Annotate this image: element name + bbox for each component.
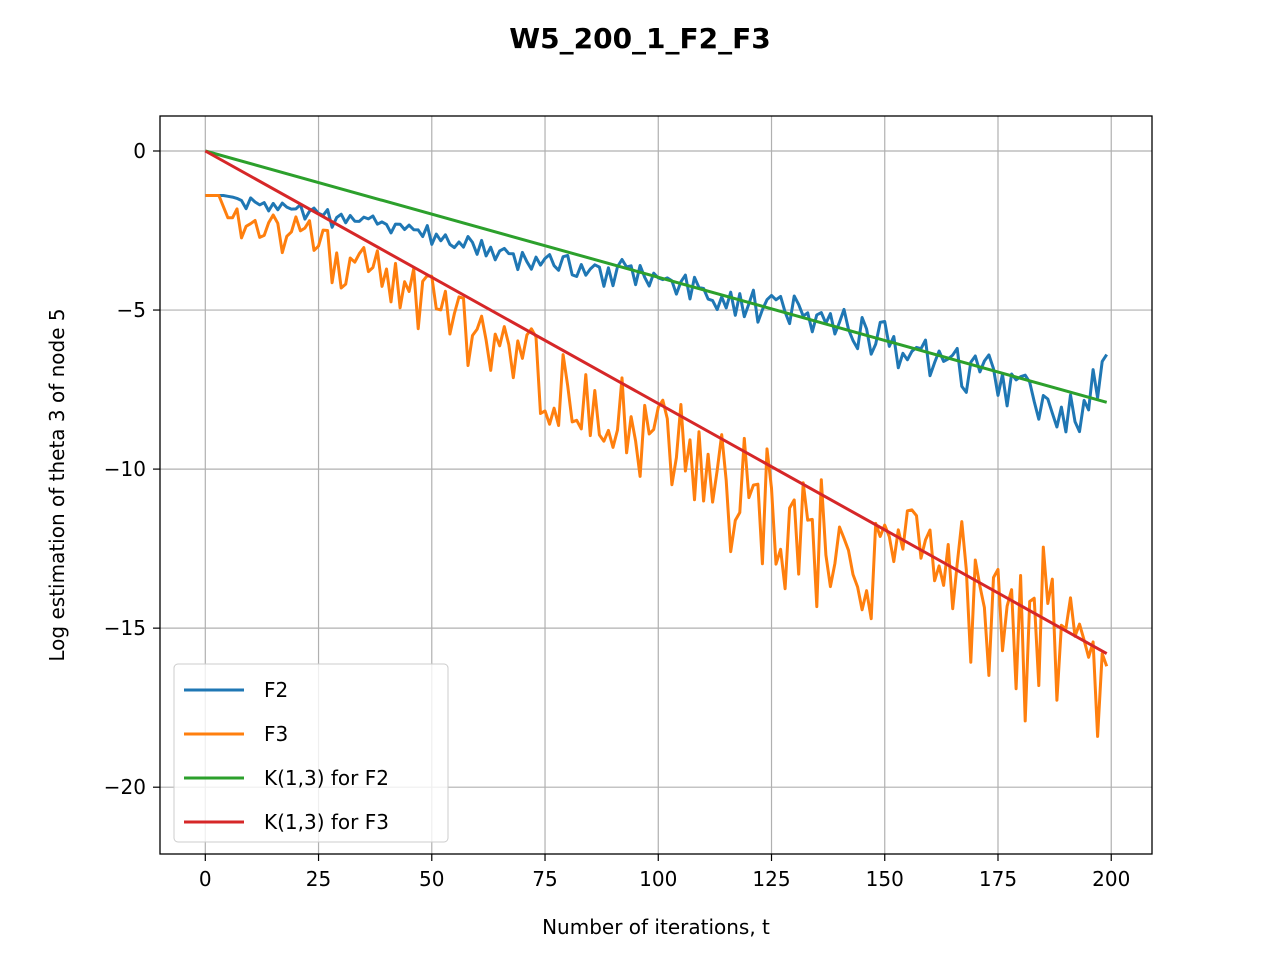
y-axis-label: Log estimation of theta 3 of node 5 [45, 308, 69, 661]
plot-frame [159, 115, 1153, 855]
x-tick-label: 150 [866, 867, 904, 891]
y-tick-label: −10 [104, 457, 146, 481]
x-tick-label: 75 [532, 867, 557, 891]
legend-label-k13-f2: K(1,3) for F2 [264, 766, 389, 790]
x-tick-label: 0 [199, 867, 212, 891]
x-tick-label: 125 [752, 867, 790, 891]
x-tick-label: 50 [419, 867, 444, 891]
ticks: 0 25 50 75 100 125 150 175 200 0 −5 −10 −15 −20 [104, 139, 1131, 891]
x-tick-label: 175 [979, 867, 1017, 891]
chart-title: W5_200_1_F2_F3 [509, 22, 771, 55]
x-tick-label: 200 [1092, 867, 1130, 891]
legend-box [173, 663, 449, 843]
x-tick-label: 100 [639, 867, 677, 891]
legend-label-f2: F2 [264, 678, 288, 702]
x-axis-label: Number of iterations, t [542, 915, 770, 939]
legend-label-k13-f3: K(1,3) for F3 [264, 810, 389, 834]
y-tick-label: 0 [133, 139, 146, 163]
series-group [204, 149, 1109, 738]
y-tick-label: −5 [117, 298, 146, 322]
y-tick-label: −15 [104, 616, 146, 640]
x-tick-label: 25 [306, 867, 331, 891]
legend: F2 F3 K(1,3) for F2 K(1,3) for F3 [173, 663, 449, 843]
y-tick-label: −20 [104, 775, 146, 799]
series-line-k13-f2 [204, 149, 1108, 404]
legend-label-f3: F3 [264, 722, 288, 746]
series-line-k13-f3 [204, 149, 1108, 655]
